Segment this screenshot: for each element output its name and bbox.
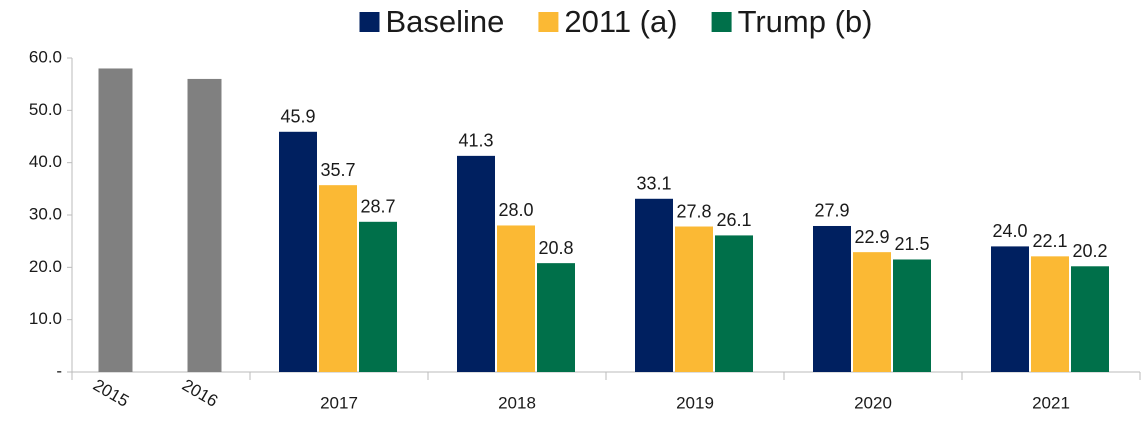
bar (715, 235, 753, 372)
bar (319, 185, 357, 372)
y-tick-label: 40.0 (29, 152, 62, 171)
bar (537, 263, 575, 372)
bar (893, 259, 931, 372)
y-tick-label: 20.0 (29, 257, 62, 276)
x-tick-label: 2019 (676, 393, 714, 412)
legend-label: Trump (b) (738, 4, 873, 39)
bar (279, 131, 317, 372)
x-tick-label: 2017 (320, 393, 358, 412)
data-label: 41.3 (458, 131, 493, 151)
x-tick-label: 2018 (498, 393, 536, 412)
bar (457, 155, 495, 372)
data-label: 28.7 (360, 197, 395, 217)
data-label: 20.2 (1072, 241, 1107, 261)
y-tick-label: 10.0 (29, 309, 62, 328)
x-tick-label: 2021 (1032, 393, 1070, 412)
bar (359, 221, 397, 372)
data-label: 33.1 (636, 174, 671, 194)
y-tick-label: 30.0 (29, 204, 62, 223)
x-tick-label: 2020 (854, 393, 892, 412)
bar (675, 226, 713, 372)
data-label: 20.8 (538, 238, 573, 258)
bar (187, 78, 222, 372)
data-label: 28.0 (498, 200, 533, 220)
data-label: 22.9 (854, 227, 889, 247)
legend-swatch (538, 12, 559, 32)
bar (635, 198, 673, 372)
y-tick-label: - (56, 361, 62, 380)
legend-label: Baseline (385, 4, 504, 39)
y-tick-label: 50.0 (29, 100, 62, 119)
bar (497, 225, 535, 372)
data-label: 22.1 (1032, 231, 1067, 251)
bar (1071, 266, 1109, 372)
data-label: 35.7 (320, 160, 355, 180)
data-label: 24.0 (992, 221, 1027, 241)
data-label: 27.9 (814, 201, 849, 221)
data-label: 27.8 (676, 201, 711, 221)
data-label: 21.5 (894, 234, 929, 254)
bar (1031, 256, 1069, 372)
legend-label: 2011 (a) (564, 4, 677, 39)
y-tick-label: 60.0 (29, 47, 62, 66)
x-tick-label: 2015 (90, 375, 132, 410)
x-tick-label: 2016 (179, 375, 221, 410)
data-label: 26.1 (716, 210, 751, 230)
legend-swatch (359, 12, 380, 32)
bar (991, 246, 1029, 372)
bar (98, 68, 133, 372)
bar (813, 225, 851, 372)
data-label: 45.9 (280, 107, 315, 127)
bar (853, 252, 891, 372)
legend-swatch (711, 12, 732, 32)
